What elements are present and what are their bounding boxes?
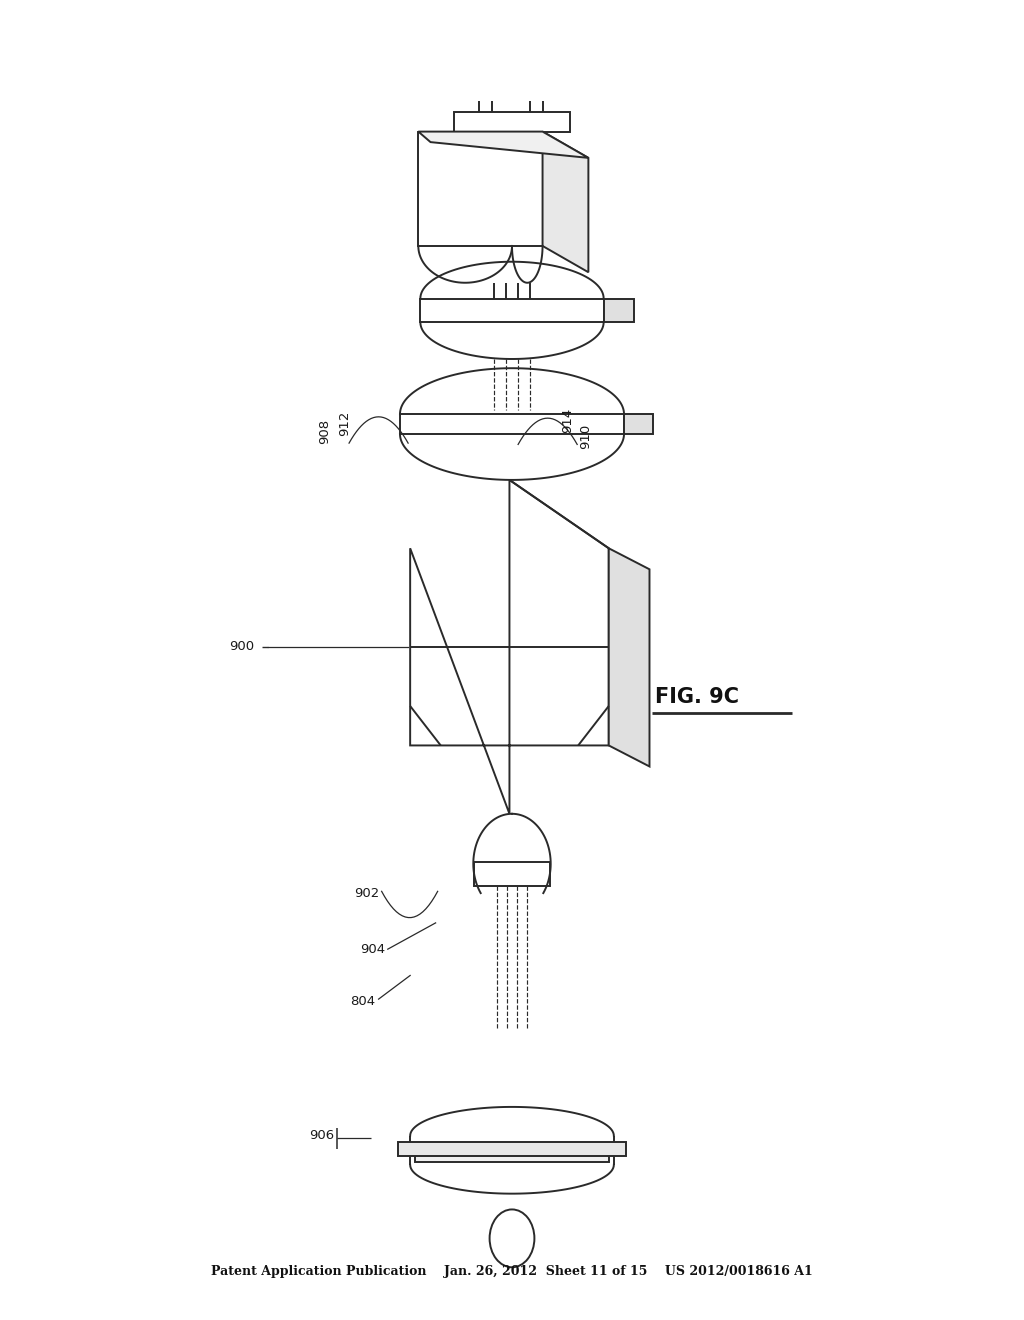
Bar	[398, 1142, 626, 1155]
Text: Patent Application Publication    Jan. 26, 2012  Sheet 11 of 15    US 2012/00186: Patent Application Publication Jan. 26, …	[211, 1265, 813, 1278]
Text: 804: 804	[350, 995, 376, 1008]
Bar	[416, 1146, 608, 1162]
Polygon shape	[608, 548, 649, 767]
Text: 904: 904	[360, 942, 386, 956]
Bar	[418, 132, 543, 246]
Text: 912: 912	[339, 411, 351, 436]
Bar	[604, 298, 634, 322]
Text: 914: 914	[561, 408, 574, 433]
Text: 906: 906	[308, 1130, 334, 1142]
Polygon shape	[418, 132, 589, 158]
Bar	[400, 414, 624, 434]
Text: 900: 900	[229, 640, 254, 653]
Bar	[420, 298, 604, 322]
Bar	[624, 414, 652, 434]
Polygon shape	[543, 132, 589, 272]
Text: 902: 902	[354, 887, 380, 900]
Text: 908: 908	[318, 418, 331, 444]
Polygon shape	[411, 480, 608, 814]
Text: 910: 910	[579, 424, 592, 449]
Bar	[454, 112, 570, 132]
Text: FIG. 9C: FIG. 9C	[654, 686, 738, 706]
Bar	[474, 862, 550, 886]
